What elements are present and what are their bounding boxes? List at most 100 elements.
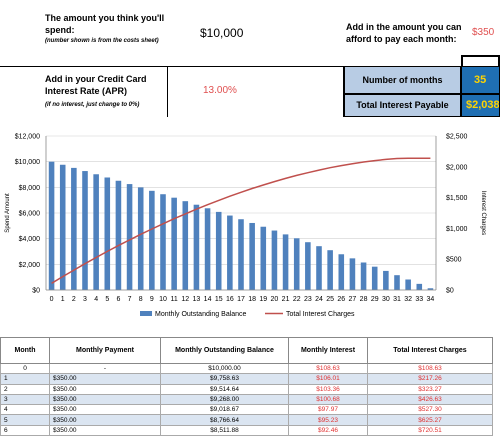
balance-bar (271, 230, 278, 290)
balance-bar (171, 197, 177, 290)
x-tick-label: 34 (427, 296, 435, 303)
balance-interest-chart: $0 $2,000 $4,000 $6,000 $8,000 $10,000 $12,000… (5, 134, 486, 319)
cell-interest: $106.01 (288, 373, 368, 385)
x-tick-label: 4 (94, 296, 98, 303)
balance-bar (383, 270, 389, 290)
x-tick-label: 25 (326, 296, 334, 303)
x-tick-label: 5 (105, 296, 109, 303)
balance-bar (227, 215, 233, 290)
balance-bar (137, 187, 144, 290)
x-tick-label: 1 (61, 296, 65, 303)
balance-bar (260, 226, 267, 290)
table-row: 4 $350.00 $9,018.67 $97.97 $527.30 (0, 404, 493, 416)
table-header-row: Month Monthly Payment Monthly Outstandin… (0, 337, 493, 364)
balance-bar (215, 211, 222, 290)
months-label: Number of months (362, 75, 443, 85)
y-axis-title: Spend Amount (5, 193, 11, 233)
apr-note: (if no interest, just change to 0%) (45, 102, 140, 108)
cell-payment: $350.00 (49, 393, 161, 406)
balance-bar (394, 275, 400, 290)
y-tick-label: $6,000 (19, 211, 41, 218)
x-tick-label: 12 (181, 296, 189, 303)
spend-value[interactable]: $10,000 (200, 26, 244, 40)
table-row: 1 $350.00 $9,758.63 $106.01 $217.26 (0, 373, 493, 385)
balance-bar (204, 208, 211, 290)
header-month: Month (0, 337, 50, 364)
header-monthly-interest: Monthly Interest (288, 337, 368, 364)
table-row: 6 $350.00 $8,511.88 $92.46 $720.51 (0, 424, 493, 437)
divider-line-vertical (343, 66, 344, 117)
months-label-cell: Number of months (344, 66, 461, 94)
x-tick-label: 28 (360, 296, 368, 303)
cell-payment: $350.00 (49, 404, 161, 416)
balance-bar (249, 222, 255, 290)
table-row: 0 - $10,000.00 $108.63 $108.63 (0, 362, 493, 375)
x-tick-label: 2 (72, 296, 76, 303)
chart-axes: $0 $2,000 $4,000 $6,000 $8,000 $10,000 $12,000… (5, 134, 486, 304)
legend-label-interest: Total Interest Charges (286, 311, 355, 318)
x-tick-label: 22 (293, 296, 301, 303)
cell-balance: $8,766.64 (160, 414, 289, 426)
y-tick-label: $2,000 (19, 262, 41, 269)
x-tick-label: 17 (237, 296, 245, 303)
y2-tick-label: $0 (446, 288, 454, 295)
cell-interest: $100.68 (288, 393, 368, 406)
balance-bar (282, 234, 289, 290)
x-tick-label: 13 (193, 296, 201, 303)
x-tick-label: 18 (248, 296, 256, 303)
x-tick-label: 10 (159, 296, 167, 303)
amortization-table: Month Monthly Payment Monthly Outstandin… (0, 337, 493, 437)
x-tick-label: 15 (215, 296, 223, 303)
y-tick-label: $12,000 (15, 134, 40, 141)
table-row: 3 $350.00 $9,268.00 $100.68 $426.63 (0, 393, 493, 406)
y2-tick-label: $1,500 (446, 195, 468, 202)
cell-balance: $8,511.88 (160, 424, 289, 437)
balance-bar (349, 258, 356, 290)
x-tick-label: 24 (315, 296, 323, 303)
x-tick-label: 27 (349, 296, 357, 303)
cell-month: 5 (0, 414, 50, 426)
x-tick-label: 31 (393, 296, 401, 303)
x-tick-label: 9 (150, 296, 154, 303)
x-tick-label: 14 (204, 296, 212, 303)
cell-balance: $10,000.00 (160, 362, 289, 375)
balance-bar (193, 204, 200, 290)
interest-label-cell: Total Interest Payable (344, 94, 461, 117)
balance-bar (305, 242, 311, 290)
y-tick-label: $0 (32, 288, 40, 295)
balance-bar (327, 250, 333, 290)
balance-bar (104, 177, 111, 290)
x-tick-label: 23 (304, 296, 312, 303)
afford-value[interactable]: $350 (472, 27, 495, 38)
cell-balance: $9,268.00 (160, 393, 289, 406)
x-tick-label: 7 (128, 296, 132, 303)
header-outstanding-balance: Monthly Outstanding Balance (160, 337, 289, 364)
cell-month: 3 (0, 393, 50, 406)
chart-legend: Monthly Outstanding Balance Total Interes… (140, 311, 355, 318)
cell-payment: $350.00 (49, 383, 161, 395)
cell-interest: $97.97 (288, 404, 368, 416)
y2-tick-label: $500 (446, 257, 462, 264)
divider-line (0, 66, 500, 67)
y2-tick-label: $2,500 (446, 134, 468, 141)
apr-value[interactable]: 13.00% (203, 85, 237, 96)
cell-total-interest: $108.63 (367, 362, 493, 375)
cell-balance: $9,018.67 (160, 404, 289, 416)
balance-bar (238, 219, 244, 290)
balance-bar (338, 254, 345, 290)
table-row: 5 $350.00 $8,766.64 $95.23 $625.27 (0, 414, 493, 426)
spend-label: The amount you think you'll spend: (45, 13, 165, 35)
cell-total-interest: $323.27 (367, 383, 493, 395)
cell-interest: $92.46 (288, 424, 368, 437)
balance-bar (416, 283, 423, 290)
cell-selection (461, 55, 500, 66)
balance-bar (371, 266, 378, 290)
interest-value: $2,038 (461, 94, 500, 117)
cell-total-interest: $720.51 (367, 424, 493, 437)
cell-month: 0 (0, 362, 50, 375)
balance-bar (71, 167, 77, 290)
balance-bar (316, 246, 322, 290)
x-tick-label: 32 (404, 296, 412, 303)
header-total-interest: Total Interest Charges (367, 337, 493, 364)
x-tick-label: 6 (116, 296, 120, 303)
